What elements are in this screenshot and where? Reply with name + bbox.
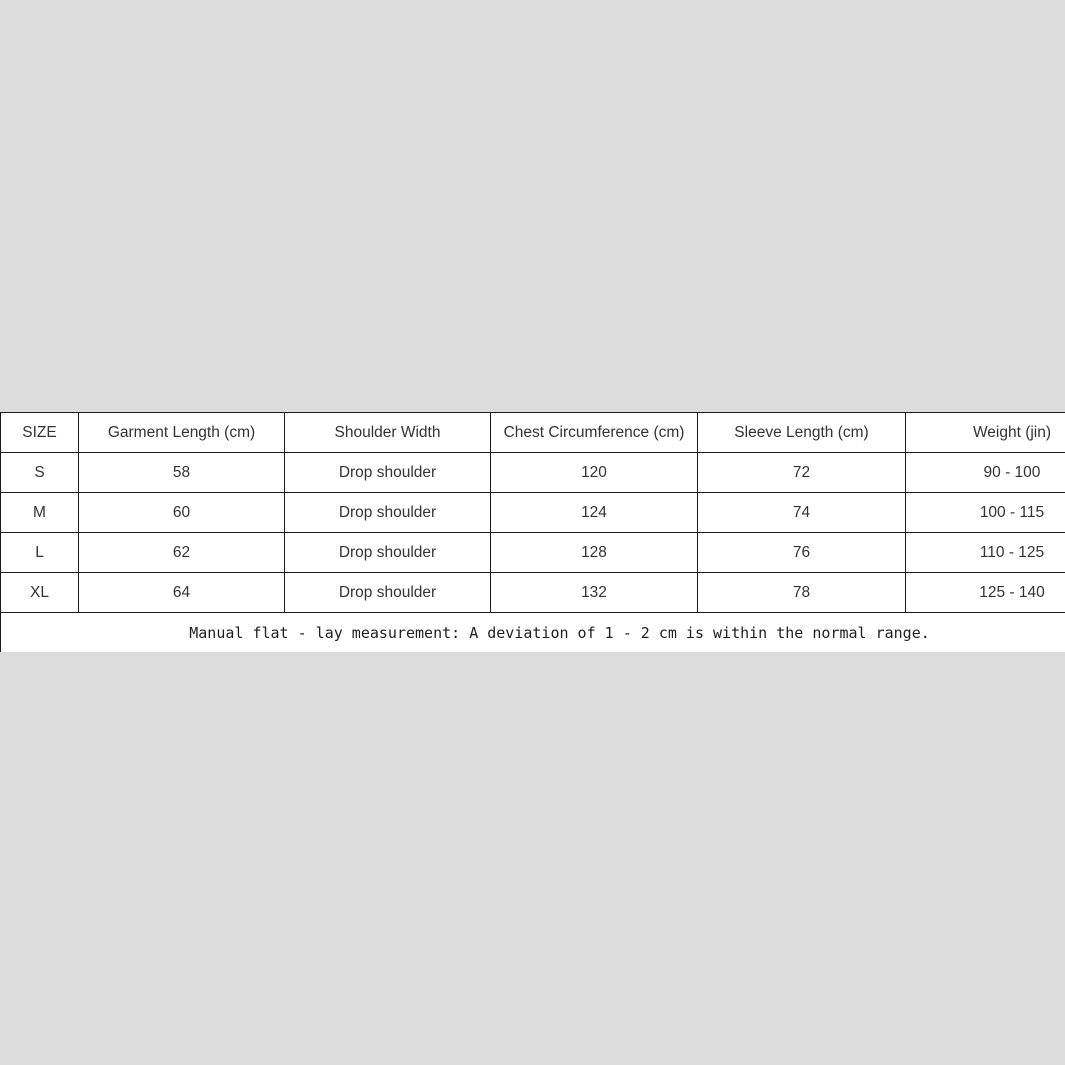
top-background bbox=[0, 0, 1065, 412]
garment-length-cell: 60 bbox=[78, 492, 285, 533]
table-row-l: L 62 Drop shoulder 128 76 110 - 125 bbox=[0, 532, 1065, 573]
garment-length-cell: 62 bbox=[78, 532, 285, 573]
bottom-background bbox=[0, 652, 1065, 1065]
shoulder-width-cell: Drop shoulder bbox=[284, 532, 491, 573]
sleeve-length-cell: 74 bbox=[697, 492, 906, 533]
sleeve-length-cell: 78 bbox=[697, 572, 906, 613]
size-cell: M bbox=[0, 492, 79, 533]
column-header-garment-length: Garment Length (cm) bbox=[78, 412, 285, 453]
size-chart-strip: SIZE Garment Length (cm) Shoulder Width … bbox=[0, 412, 1065, 652]
footnote-row: Manual flat - lay measurement: A deviati… bbox=[0, 612, 1065, 652]
table-row-s: S 58 Drop shoulder 120 72 90 - 100 bbox=[0, 452, 1065, 493]
sleeve-length-cell: 72 bbox=[697, 452, 906, 493]
table-row-m: M 60 Drop shoulder 124 74 100 - 115 bbox=[0, 492, 1065, 533]
shoulder-width-cell: Drop shoulder bbox=[284, 452, 491, 493]
table-row-xl: XL 64 Drop shoulder 132 78 125 - 140 bbox=[0, 572, 1065, 613]
column-header-weight: Weight (jin) bbox=[905, 412, 1065, 453]
weight-cell: 100 - 115 bbox=[905, 492, 1065, 533]
column-header-shoulder-width: Shoulder Width bbox=[284, 412, 491, 453]
column-header-sleeve-length: Sleeve Length (cm) bbox=[697, 412, 906, 453]
shoulder-width-cell: Drop shoulder bbox=[284, 572, 491, 613]
measurement-note: Manual flat - lay measurement: A deviati… bbox=[0, 612, 1065, 652]
garment-length-cell: 64 bbox=[78, 572, 285, 613]
chest-circumference-cell: 120 bbox=[490, 452, 698, 493]
garment-length-cell: 58 bbox=[78, 452, 285, 493]
weight-cell: 110 - 125 bbox=[905, 532, 1065, 573]
weight-cell: 90 - 100 bbox=[905, 452, 1065, 493]
column-header-size: SIZE bbox=[0, 412, 79, 453]
header-row: SIZE Garment Length (cm) Shoulder Width … bbox=[0, 412, 1065, 453]
column-header-chest-circumference: Chest Circumference (cm) bbox=[490, 412, 698, 453]
size-cell: L bbox=[0, 532, 79, 573]
size-chart-table: SIZE Garment Length (cm) Shoulder Width … bbox=[0, 412, 1065, 652]
chest-circumference-cell: 124 bbox=[490, 492, 698, 533]
size-cell: S bbox=[0, 452, 79, 493]
weight-cell: 125 - 140 bbox=[905, 572, 1065, 613]
chest-circumference-cell: 132 bbox=[490, 572, 698, 613]
chest-circumference-cell: 128 bbox=[490, 532, 698, 573]
shoulder-width-cell: Drop shoulder bbox=[284, 492, 491, 533]
size-cell: XL bbox=[0, 572, 79, 613]
sleeve-length-cell: 76 bbox=[697, 532, 906, 573]
